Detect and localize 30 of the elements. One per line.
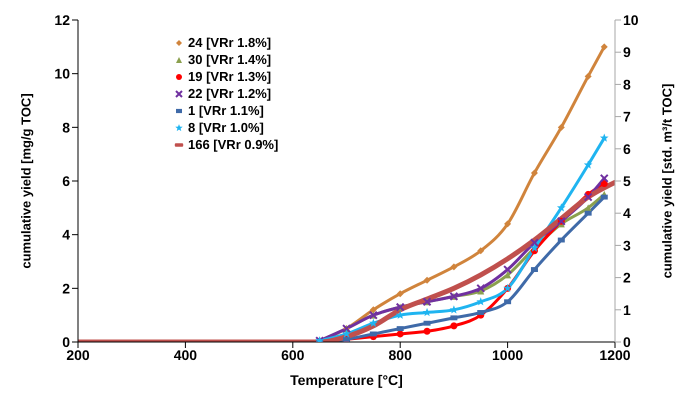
legend-label: 1 [VRr 1.1%] (188, 102, 264, 119)
y-tick-label: 6 (62, 172, 70, 189)
legend-label: 166 [VRr 0.9%] (188, 136, 278, 153)
y2-tick-label: 8 (623, 76, 631, 92)
y2-tick-label: 5 (623, 172, 631, 189)
y-tick-label: 4 (62, 226, 70, 243)
y2-tick-label: 4 (623, 205, 631, 222)
x-tick-label: 800 (388, 346, 412, 363)
y-tick-label: 2 (62, 280, 70, 296)
y2-tick-label: 6 (623, 140, 631, 157)
y2-tick-label: 7 (623, 108, 631, 125)
legend-label: 19 [VRr 1.3%] (188, 68, 272, 85)
y-tick-label: 10 (54, 66, 70, 82)
legend-label: 22 [VRr 1.2%] (188, 85, 272, 102)
x-tick-label: 1000 (492, 346, 524, 363)
y2-axis-title: cumulative yield [std. m³/t TOC] (660, 84, 675, 278)
legend-label: 30 [VRr 1.4%] (188, 51, 272, 68)
legend-label: 24 [VRr 1.8%] (188, 34, 272, 51)
y2-tick-label: 3 (623, 237, 631, 254)
y2-tick-label: 1 (623, 302, 631, 318)
y2-tick-label: 10 (623, 12, 639, 28)
y2-tick-label: 2 (623, 270, 631, 286)
x-tick-label: 600 (281, 346, 305, 363)
y-tick-label: 12 (54, 12, 70, 28)
y-tick-label: 8 (62, 119, 70, 136)
legend-label: 8 [VRr 1.0%] (188, 119, 264, 136)
x-axis-title: Temperature [°C] (290, 372, 403, 388)
y-axis-title: cumulative yield [mg/g TOC] (18, 93, 34, 269)
y2-tick-label: 9 (623, 44, 631, 60)
x-tick-label: 400 (174, 346, 198, 363)
